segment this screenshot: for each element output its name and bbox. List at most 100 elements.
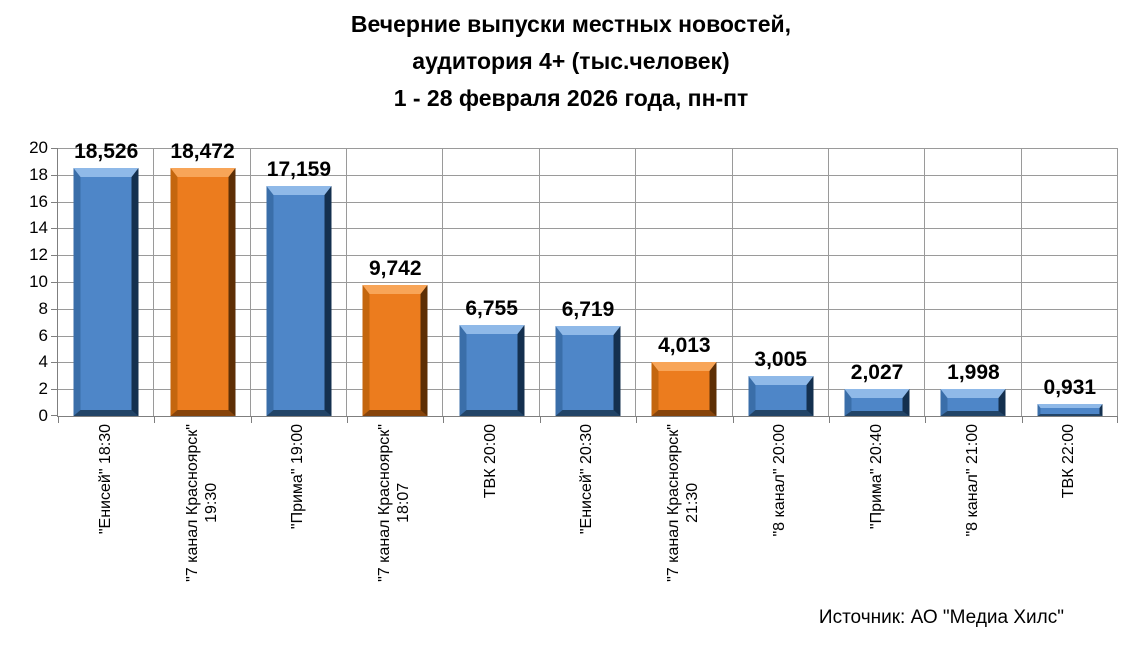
gridline-vertical [924, 148, 925, 416]
gridline-vertical [1021, 148, 1022, 416]
chart-title-line-1: Вечерние выпуски местных новостей, [350, 11, 792, 37]
bar [748, 375, 814, 416]
y-axis-label: 16 [29, 191, 48, 211]
y-axis-label: 14 [29, 218, 48, 238]
bar-column: 18,472 [154, 141, 250, 416]
value-label: 6,755 [465, 297, 518, 321]
gridline-vertical [635, 148, 636, 416]
bar-column: 1,998 [925, 148, 1021, 416]
category-labels: "Енисей" 18:30 "7 канал Красноярск" 19:30… [57, 424, 1117, 636]
bar [170, 168, 236, 416]
gridline-horizontal [58, 255, 1118, 257]
y-tick-mark [51, 148, 58, 149]
category-label-text: "7 канал Красноярск" 21:30 [665, 424, 702, 582]
bar-column: 2,027 [829, 148, 925, 416]
bar-column: 18,526 [58, 140, 154, 416]
y-axis-label: 0 [38, 406, 48, 425]
value-label: 17,159 [266, 158, 332, 182]
bar-column: 6,755 [443, 148, 539, 416]
category-label-text: "8 канал" 21:00 [963, 424, 981, 537]
bar-column: 0,931 [1022, 148, 1118, 416]
bar [555, 325, 621, 416]
value-label: 9,742 [368, 257, 422, 281]
gridline-horizontal [58, 228, 1118, 230]
x-tick-mark [733, 416, 734, 423]
x-tick-mark [347, 416, 348, 423]
y-tick-mark [51, 228, 58, 230]
gridline-horizontal [58, 148, 1118, 149]
bar [459, 325, 525, 416]
category-label-text: "Прима" 19:00 [289, 424, 307, 530]
value-label: 1,998 [947, 361, 1000, 385]
category-label-text: "Прима" 20:40 [867, 424, 885, 530]
y-tick-mark [51, 201, 58, 203]
x-tick-mark [829, 416, 830, 423]
value-label: 18,472 [170, 140, 235, 164]
category-label-text: ТВК 22:00 [1060, 424, 1078, 499]
category-label: "7 канал Красноярск" 21:30 [635, 424, 731, 636]
category-label: "7 канал Красноярск" 18:07 [346, 424, 442, 636]
chart-title: Вечерние выпуски местных новостей, аудит… [0, 6, 1142, 117]
gridline-vertical [539, 148, 540, 416]
category-label-text: "7 канал Красноярск" 18:07 [376, 424, 413, 582]
x-tick-mark [58, 416, 59, 423]
x-tick-mark [1117, 416, 1118, 423]
value-label: 0,931 [1043, 375, 1097, 399]
y-tick-mark [51, 335, 58, 337]
bar-column: 9,742 [347, 148, 443, 416]
gridline-vertical [828, 148, 829, 416]
bar [1037, 403, 1103, 416]
bar [940, 389, 1006, 416]
category-label-text: "7 канал Красноярск" 19:30 [183, 424, 220, 582]
bar [651, 362, 717, 416]
category-label: "Прима" 20:40 [828, 424, 924, 636]
y-tick-mark [51, 389, 58, 391]
category-label-text: "Енисей" 20:30 [578, 424, 596, 535]
y-tick-mark [51, 308, 58, 310]
x-tick-mark [251, 416, 252, 423]
x-tick-mark [540, 416, 541, 423]
y-tick-mark [51, 282, 58, 283]
category-label-text: ТВК 20:00 [482, 424, 500, 499]
x-tick-mark [636, 416, 637, 423]
value-label: 4,013 [658, 334, 711, 358]
gridline-horizontal [58, 308, 1118, 310]
value-label: 18,526 [74, 139, 139, 163]
gridline-vertical [346, 148, 347, 416]
gridline-horizontal [58, 174, 1118, 176]
category-label: "Прима" 19:00 [250, 424, 346, 636]
gridline-vertical [442, 148, 443, 416]
category-label: "8 канал" 20:00 [732, 424, 828, 636]
category-label: ТВК 20:00 [442, 424, 538, 636]
category-label-text: "8 канал" 20:00 [771, 424, 789, 537]
bar-column: 4,013 [636, 148, 732, 416]
category-label: "7 канал Красноярск" 19:30 [153, 424, 249, 636]
bar [266, 186, 332, 416]
gridline-vertical [1117, 148, 1118, 416]
x-tick-mark [925, 416, 926, 423]
value-label: 3,005 [754, 347, 807, 371]
gridline-vertical [732, 148, 733, 416]
gridline-vertical [153, 148, 154, 416]
gridline-horizontal [58, 282, 1118, 283]
x-tick-mark [154, 416, 155, 423]
y-axis-label: 8 [38, 298, 48, 318]
gridline-vertical [250, 148, 251, 416]
bar-column: 6,719 [540, 148, 636, 416]
y-tick-mark [51, 362, 58, 364]
gridline-horizontal [58, 201, 1118, 203]
category-label: ТВК 22:00 [1021, 424, 1117, 636]
value-label: 2,027 [850, 360, 904, 384]
category-label-text: "Енисей" 18:30 [96, 424, 114, 535]
category-label: "8 канал" 21:00 [924, 424, 1020, 636]
x-tick-mark [443, 416, 444, 423]
y-axis-label: 12 [29, 245, 48, 265]
bar [844, 388, 910, 416]
y-tick-mark [51, 415, 58, 416]
bar [73, 167, 139, 416]
category-label: "Енисей" 18:30 [57, 424, 153, 636]
bar-column: 17,159 [251, 148, 347, 416]
source-note: Источник: АО "Медиа Хилс" [818, 607, 1064, 628]
category-label: "Енисей" 20:30 [539, 424, 635, 636]
